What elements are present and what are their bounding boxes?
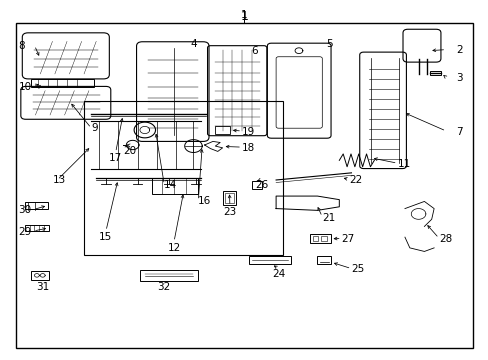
Bar [25, 202, 48, 208]
Bar [140, 270, 198, 281]
Text: 32: 32 [157, 282, 170, 292]
Text: 4: 4 [190, 39, 196, 49]
Text: 12: 12 [167, 243, 180, 252]
Text: 26: 26 [254, 180, 267, 190]
Text: 13: 13 [52, 175, 65, 185]
Text: 24: 24 [271, 269, 285, 279]
Text: 23: 23 [223, 207, 236, 217]
Text: 9: 9 [91, 123, 98, 133]
Text: 3: 3 [455, 73, 462, 83]
Text: 22: 22 [348, 175, 362, 185]
Bar [321, 236, 326, 241]
Bar [224, 193, 233, 203]
Bar [222, 192, 236, 205]
Bar [251, 181, 262, 189]
Bar [249, 256, 290, 264]
Text: 20: 20 [123, 146, 137, 156]
Bar [25, 225, 49, 231]
Text: 1: 1 [240, 10, 248, 23]
Text: 19: 19 [242, 127, 255, 137]
Text: 27: 27 [341, 234, 354, 244]
Text: 21: 21 [322, 212, 335, 222]
Bar [30, 79, 94, 87]
Text: 7: 7 [455, 127, 462, 137]
Text: 15: 15 [99, 232, 112, 242]
Text: 6: 6 [250, 46, 257, 56]
Text: 18: 18 [242, 143, 255, 153]
Text: 25: 25 [351, 264, 364, 274]
Text: 28: 28 [438, 234, 451, 244]
Text: 10: 10 [19, 82, 31, 92]
Text: 5: 5 [325, 39, 332, 49]
Text: 14: 14 [164, 180, 177, 190]
Text: 2: 2 [455, 45, 462, 55]
Bar [30, 271, 49, 280]
Bar [429, 71, 440, 75]
Text: 29: 29 [19, 227, 32, 237]
Text: 17: 17 [109, 153, 122, 163]
Text: 16: 16 [198, 197, 211, 206]
Text: 1: 1 [241, 10, 247, 20]
Text: 31: 31 [36, 282, 49, 292]
Bar [215, 126, 229, 134]
Bar [309, 234, 330, 243]
Bar [317, 256, 330, 264]
Bar [84, 102, 283, 255]
Text: 8: 8 [19, 41, 25, 51]
Text: 30: 30 [19, 205, 31, 215]
Bar [152, 178, 198, 194]
Bar [312, 236, 318, 241]
Text: 11: 11 [397, 159, 410, 169]
